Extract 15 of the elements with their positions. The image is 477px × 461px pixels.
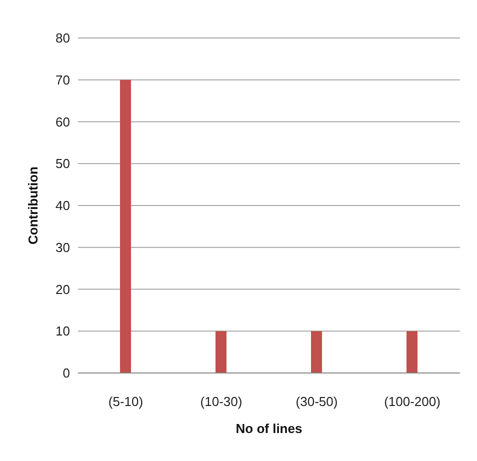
y-tick-label: 20 (56, 282, 70, 297)
y-tick-label: 40 (56, 198, 70, 214)
y-tick-label: 0 (62, 366, 70, 381)
x-tick-label: (100-200) (384, 394, 440, 410)
y-tick-label: 30 (56, 240, 70, 255)
y-tick-label: 70 (56, 72, 70, 88)
y-tick-label: 10 (56, 324, 70, 339)
y-tick-label: 80 (56, 30, 70, 46)
y-tick-label: 50 (56, 156, 70, 172)
x-tick-label: (30-50) (296, 394, 338, 410)
x-tick-label: (10-30) (200, 394, 242, 410)
y-axis-title: Contribution (26, 166, 41, 244)
y-tick-label: 60 (56, 114, 70, 130)
x-tick-label: (5-10) (108, 394, 144, 410)
x-axis-title: No of lines (236, 421, 302, 436)
